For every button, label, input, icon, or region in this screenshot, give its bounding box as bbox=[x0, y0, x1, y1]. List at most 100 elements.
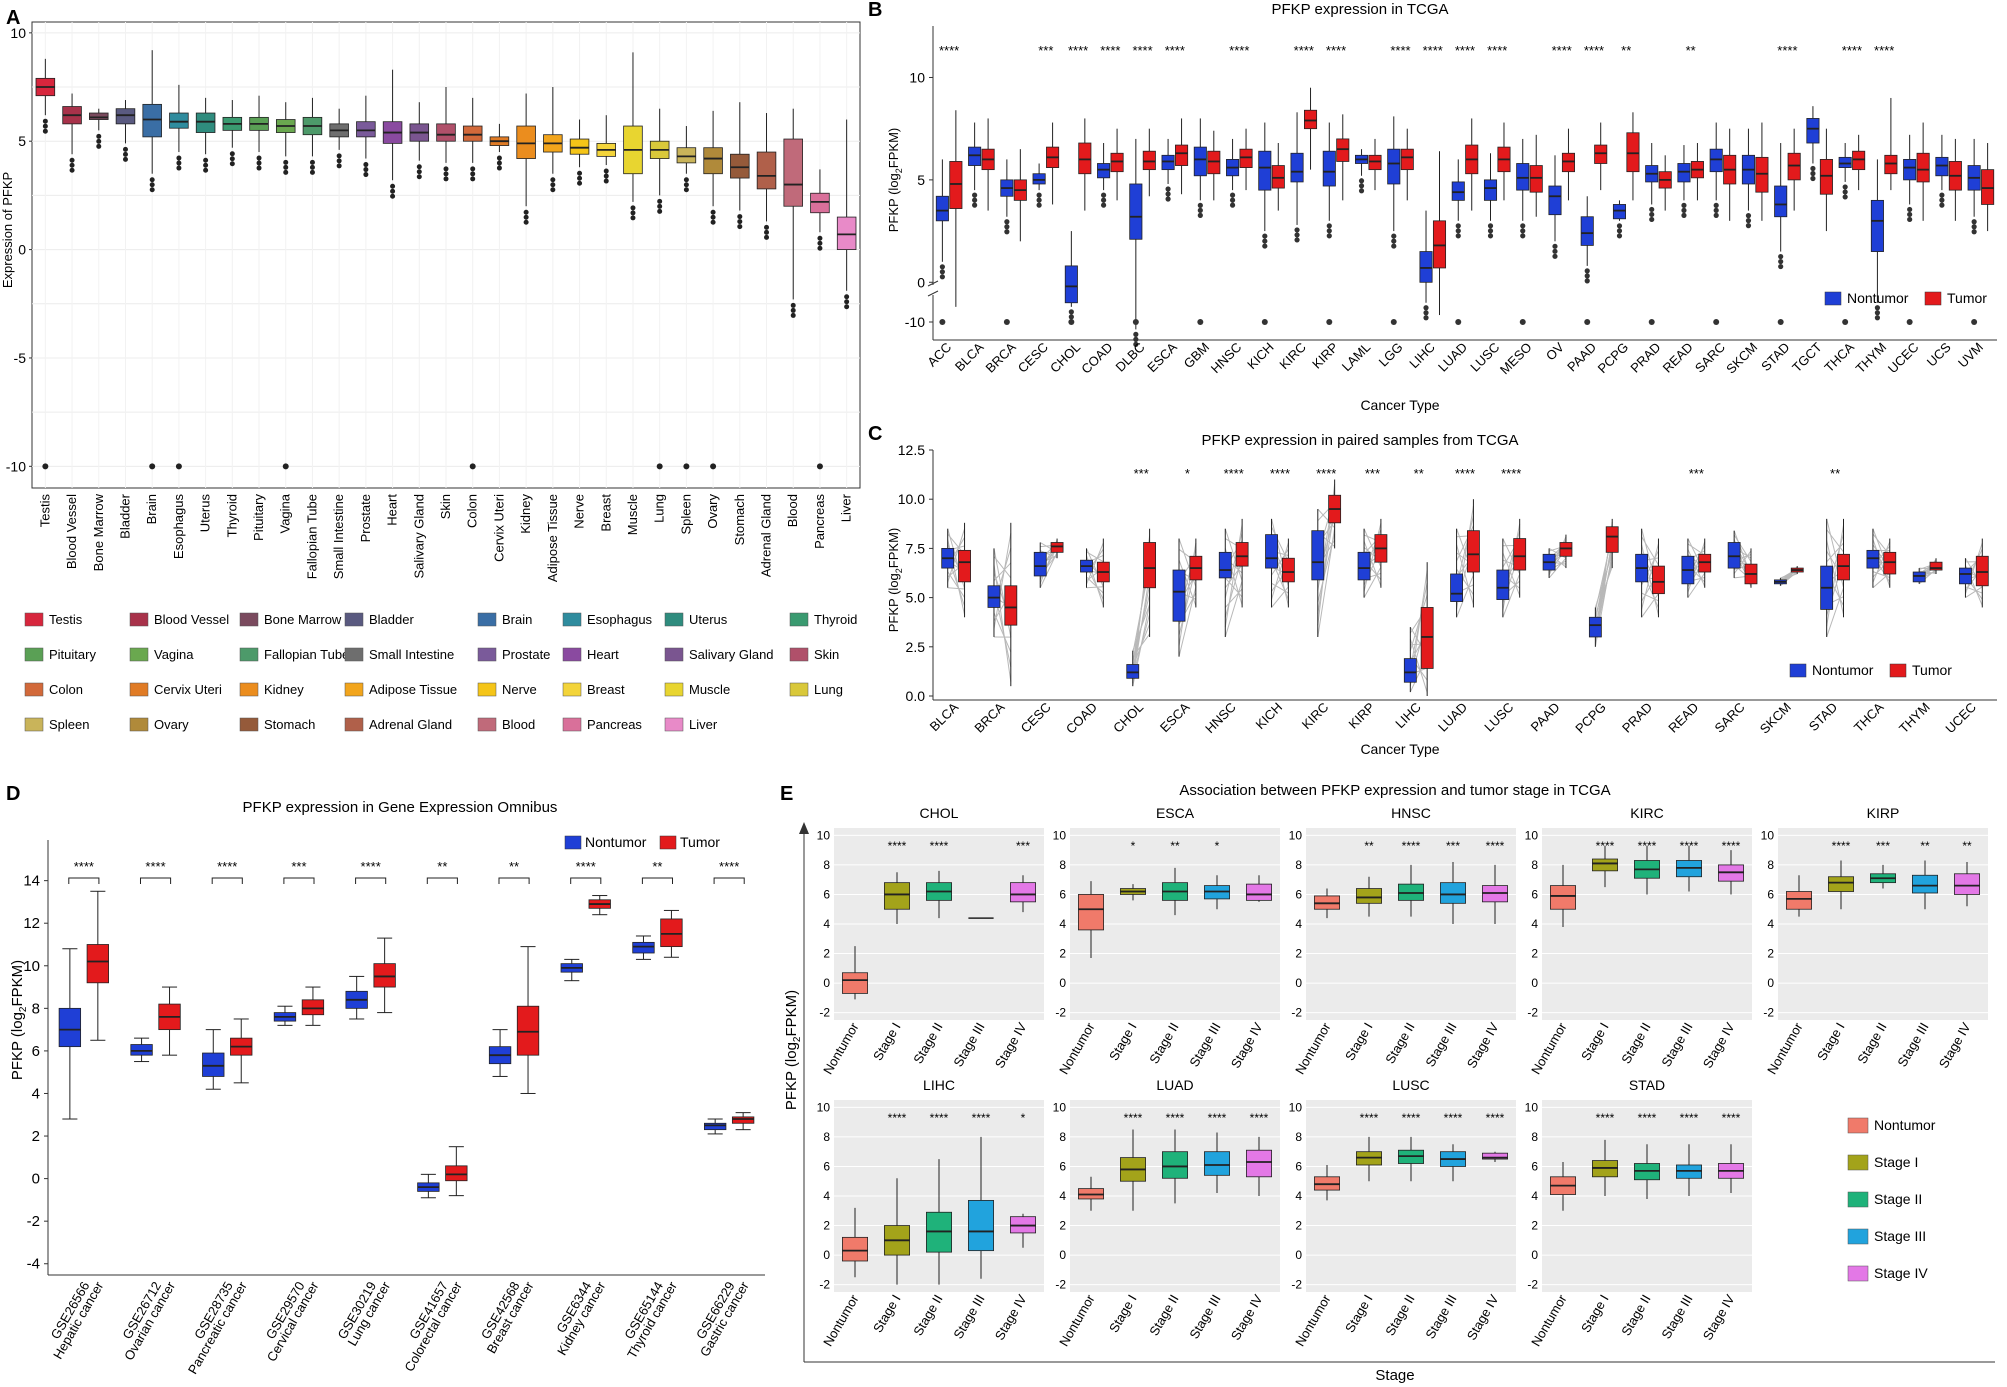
panel-d-legend-label: Tumor bbox=[680, 834, 720, 850]
panel-d-ytick: 4 bbox=[32, 1085, 40, 1102]
panel-c-xtick: PRAD bbox=[1619, 700, 1655, 736]
panel-a-legend-label: Nerve bbox=[502, 682, 537, 697]
panel-a-legend-label: Pituitary bbox=[49, 647, 96, 662]
panel-b-box-nontumor bbox=[968, 146, 982, 166]
panel-b-outlier bbox=[972, 197, 978, 203]
panel-b-outlier bbox=[1133, 341, 1139, 347]
panel-d-signif-bracket bbox=[498, 877, 530, 884]
panel-a-legend-swatch bbox=[664, 647, 684, 662]
panel-d-box-nontumor bbox=[130, 1044, 153, 1056]
panel-b-title: PFKP expression in TCGA bbox=[1271, 1, 1448, 18]
panel-e-xtick: Stage IV bbox=[1936, 1020, 1974, 1071]
panel-e-box bbox=[1078, 894, 1105, 931]
panel-b-box-tumor bbox=[1819, 158, 1833, 195]
panel-a-legend-swatch bbox=[562, 647, 582, 662]
panel-d-ytick: 10 bbox=[23, 958, 40, 975]
panel-e-box bbox=[1356, 888, 1383, 904]
panel-c-legend-label: Nontumor bbox=[1812, 662, 1874, 678]
panel-c-ylabel: PFKP (log2FPKM) bbox=[886, 528, 904, 632]
panel-a-legend-label: Lung bbox=[814, 682, 843, 697]
panel-a-legend-swatch bbox=[24, 612, 44, 627]
panel-a-box bbox=[195, 112, 216, 133]
panel-a-outlier bbox=[737, 219, 743, 225]
panel-b-box-nontumor bbox=[1032, 173, 1046, 185]
panel-e-facet-title: LUAD bbox=[1156, 1077, 1193, 1093]
panel-a-outlier bbox=[630, 210, 636, 216]
panel-e-ytick: -2 bbox=[819, 1006, 830, 1020]
panel-a-legend-swatch bbox=[239, 682, 259, 697]
panel-d-box-tumor bbox=[301, 999, 325, 1016]
panel-a-legend-label: Heart bbox=[587, 647, 619, 662]
panel-a-outlier bbox=[764, 224, 770, 230]
panel-c-signif: *** bbox=[1365, 466, 1380, 481]
panel-b-outlier bbox=[1584, 319, 1591, 325]
panel-e-ylabel-end: FPKM) bbox=[783, 990, 800, 1037]
panel-c-pair-line bbox=[1409, 594, 1428, 651]
panel-b-xtick: PRAD bbox=[1627, 340, 1663, 376]
panel-a-outlier bbox=[229, 161, 235, 167]
panel-b-xlabel: Cancer Type bbox=[1360, 397, 1439, 413]
panel-e-xtick: Stage I bbox=[1342, 1020, 1376, 1063]
panel-b-signif: **** bbox=[1068, 43, 1088, 58]
panel-b-xtick: MESO bbox=[1497, 340, 1535, 378]
panel-a-legend-label: Bone Marrow bbox=[264, 612, 342, 627]
panel-a-xtick: Liver bbox=[839, 493, 854, 522]
panel-e-signif: ** bbox=[1962, 839, 1972, 853]
panel-c-signif: ** bbox=[1414, 466, 1424, 481]
panel-b-xtick: READ bbox=[1660, 340, 1696, 376]
panel-c-xtick: LUAD bbox=[1435, 700, 1470, 735]
panel-e-legend-label: Nontumor bbox=[1874, 1117, 1936, 1133]
panel-b-xtick: STAD bbox=[1758, 340, 1792, 374]
panel-c-pair-line bbox=[1687, 549, 1706, 587]
panel-c-xlabel: Cancer Type bbox=[1360, 741, 1439, 757]
panel-b-outlier bbox=[1971, 319, 1978, 325]
panel-b-box-nontumor bbox=[1161, 154, 1175, 171]
panel-c-pair-line bbox=[1086, 542, 1104, 585]
panel-a-outlier bbox=[790, 302, 796, 308]
panel-a-legend-swatch bbox=[24, 717, 44, 732]
panel-b-outlier bbox=[1778, 253, 1784, 260]
panel-a-outlier bbox=[764, 229, 770, 235]
panel-b-ylabel-sub: 2 bbox=[894, 168, 904, 173]
panel-d-signif: **** bbox=[361, 859, 381, 874]
panel-b-outlier bbox=[1552, 243, 1558, 249]
panel-e-legend-swatch bbox=[1847, 1265, 1869, 1282]
panel-c-signif: **** bbox=[1316, 466, 1336, 481]
panel-c-letter: C bbox=[868, 423, 882, 445]
panel-a-legend-label: Skin bbox=[814, 647, 839, 662]
panel-b-outlier bbox=[1262, 233, 1268, 239]
panel-e-xtick: Stage III bbox=[950, 1020, 987, 1069]
panel-a-outlier bbox=[175, 463, 182, 470]
panel-e-xtick: Stage IV bbox=[1228, 1020, 1266, 1071]
panel-a-outlier bbox=[149, 177, 155, 183]
panel-a-outlier bbox=[577, 170, 583, 176]
panel-a-outlier bbox=[256, 165, 262, 171]
panel-c-box-tumor bbox=[1883, 551, 1897, 575]
panel-b-xtick: KIRP bbox=[1309, 340, 1341, 372]
panel-d-signif: *** bbox=[291, 859, 306, 874]
panel-e-facet-title: KIRP bbox=[1867, 805, 1900, 821]
panel-c-pair-line bbox=[1456, 544, 1474, 605]
panel-c-xtick: LUSC bbox=[1481, 700, 1516, 735]
panel-b-box-nontumor bbox=[1580, 216, 1594, 246]
panel-e-ytick: -2 bbox=[819, 1278, 830, 1292]
panel-b-ytick: 10 bbox=[909, 69, 925, 85]
panel-c-box-nontumor bbox=[1033, 551, 1047, 577]
panel-e-box bbox=[1550, 885, 1577, 910]
panel-a-legend-swatch bbox=[344, 647, 364, 662]
panel-b-box-nontumor bbox=[1387, 148, 1401, 185]
panel-c-xtick: PAAD bbox=[1528, 700, 1563, 735]
panel-b-outlier bbox=[1681, 207, 1687, 213]
panel-a-outlier bbox=[603, 173, 609, 179]
panel-a-xtick: Adipose Tissue bbox=[545, 494, 560, 582]
panel-c-box-tumor bbox=[1281, 557, 1295, 583]
panel-b-outlier bbox=[1584, 278, 1590, 284]
panel-e-ytick: 6 bbox=[1531, 887, 1538, 901]
panel-e-xtick: Stage IV bbox=[1464, 1292, 1502, 1343]
panel-b-box-tumor bbox=[1110, 152, 1124, 173]
panel-e-ytick: 2 bbox=[1531, 947, 1538, 961]
panel-c-ylabel-sub: 2 bbox=[894, 568, 904, 573]
panel-b-outlier bbox=[1455, 228, 1461, 234]
panel-e-signif: *** bbox=[1446, 839, 1460, 853]
